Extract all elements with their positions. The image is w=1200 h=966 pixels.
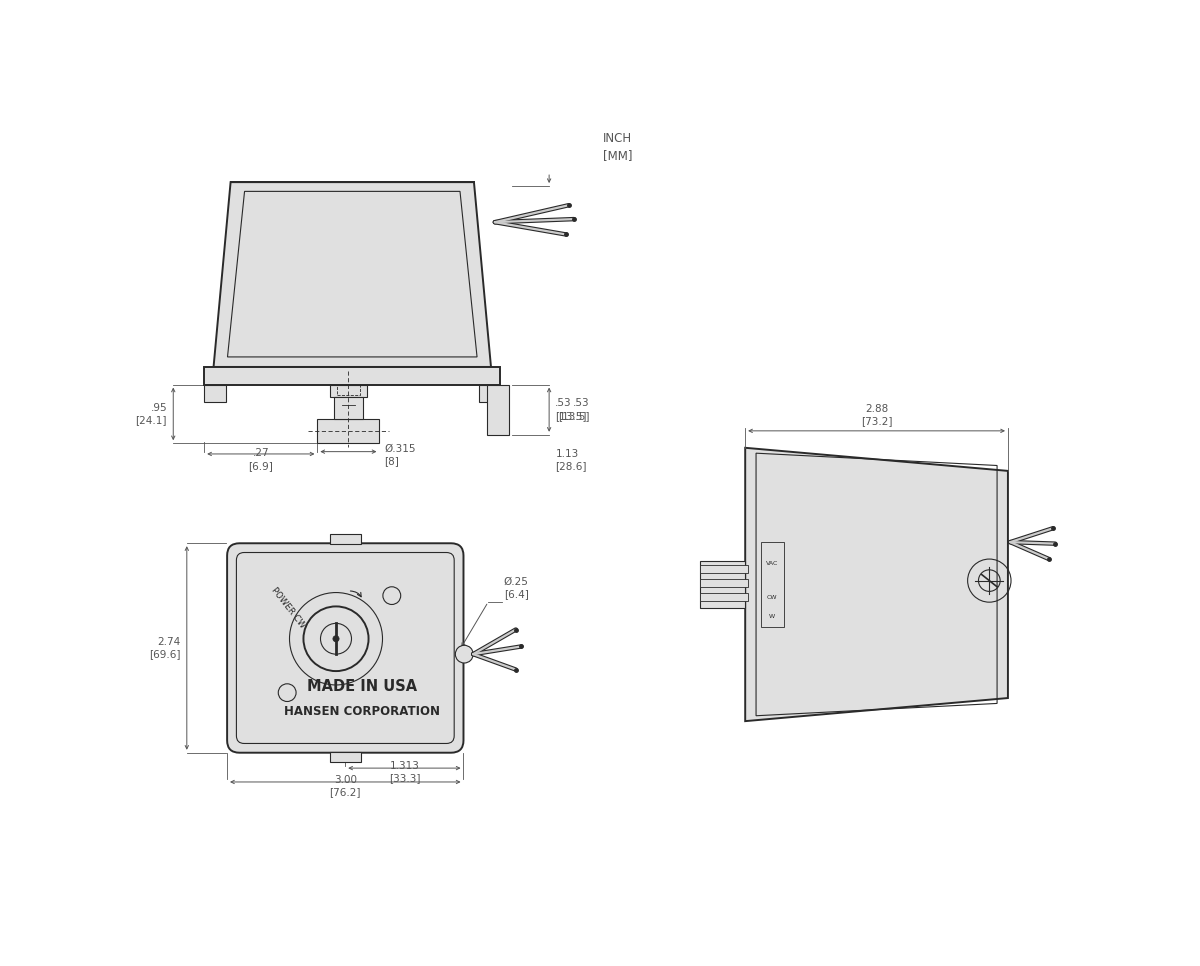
- FancyBboxPatch shape: [227, 543, 463, 753]
- Bar: [337, 384, 360, 395]
- Bar: [330, 534, 361, 544]
- Bar: [479, 384, 500, 402]
- Text: Ø.315
[8]: Ø.315 [8]: [384, 443, 415, 466]
- Polygon shape: [745, 448, 1008, 722]
- Text: HANSEN CORPORATION: HANSEN CORPORATION: [284, 704, 440, 718]
- Bar: [204, 367, 500, 384]
- Bar: [701, 579, 749, 586]
- Text: POWER CW: POWER CW: [269, 585, 307, 630]
- Bar: [701, 593, 749, 601]
- Text: INCH
[MM]: INCH [MM]: [604, 132, 632, 162]
- Text: VAC: VAC: [766, 561, 779, 566]
- Bar: [330, 752, 361, 762]
- Bar: [334, 397, 364, 418]
- Bar: [318, 418, 379, 443]
- Text: W: W: [769, 614, 775, 619]
- Text: 1.13
[28.6]: 1.13 [28.6]: [556, 448, 587, 471]
- Text: .27
[6.9]: .27 [6.9]: [248, 448, 274, 470]
- Text: .53
[13.5]: .53 [13.5]: [556, 398, 587, 421]
- Bar: [330, 384, 367, 397]
- Circle shape: [332, 636, 340, 641]
- Circle shape: [304, 607, 368, 671]
- Text: CW: CW: [767, 595, 778, 600]
- Bar: [761, 542, 784, 627]
- Polygon shape: [214, 183, 491, 367]
- Text: .53
[13.5]: .53 [13.5]: [558, 398, 589, 421]
- Bar: [487, 384, 509, 435]
- Text: .95
[24.1]: .95 [24.1]: [136, 403, 167, 425]
- Bar: [204, 384, 226, 402]
- Text: 3.00
[76.2]: 3.00 [76.2]: [330, 775, 361, 797]
- Text: 2.74
[69.6]: 2.74 [69.6]: [149, 637, 181, 659]
- Bar: [701, 565, 749, 573]
- Text: 1.313
[33.3]: 1.313 [33.3]: [389, 761, 420, 783]
- Circle shape: [455, 645, 473, 663]
- Text: MADE IN USA: MADE IN USA: [307, 679, 418, 694]
- Bar: [701, 560, 745, 609]
- Text: Ø.25
[6.4]: Ø.25 [6.4]: [504, 577, 529, 599]
- Text: 2.88
[73.2]: 2.88 [73.2]: [860, 404, 893, 426]
